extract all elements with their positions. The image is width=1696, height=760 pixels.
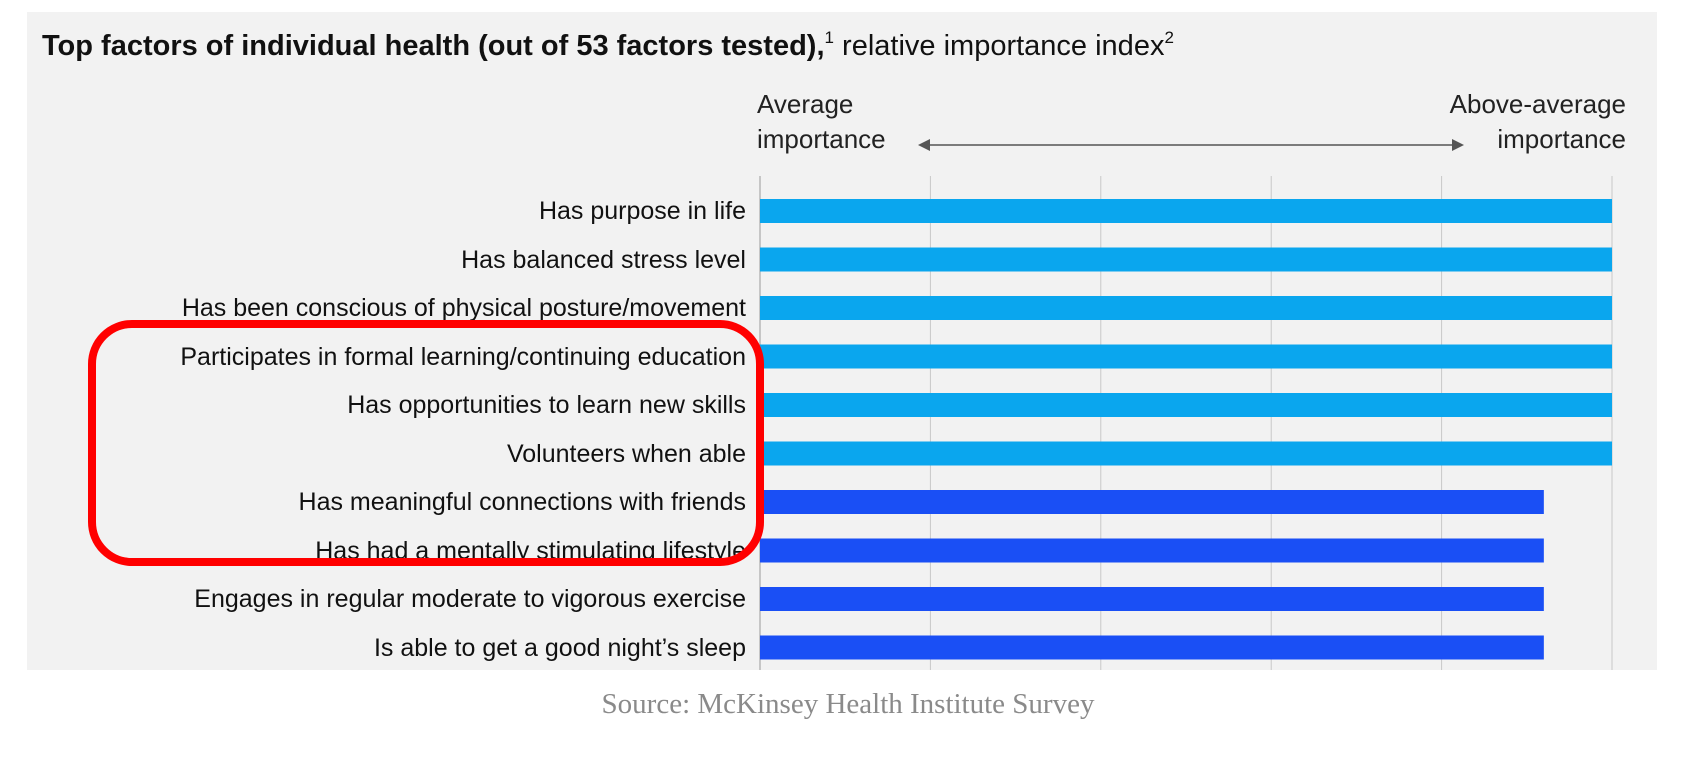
category-label: Is able to get a good night’s sleep [373,633,746,662]
scale-right-line1: Above-average [1449,89,1626,119]
chart-title: Top factors of individual health (out of… [42,28,1174,63]
bar [760,635,1544,660]
category-label: Engages in regular moderate to vigorous … [194,585,746,613]
source-note: Source: McKinsey Health Institute Survey [601,688,1095,720]
scale-left-line1: Average [757,89,854,119]
scale-label-average: Average importance [757,87,886,157]
category-label: Has meaningful connections with friends [298,488,746,516]
scale-label-above-average: Above-average importance [1450,87,1626,157]
bar [760,441,1612,466]
title-footnote-1: 1 [824,28,834,47]
highlight-box [88,320,764,566]
bars [760,199,1612,660]
bar [760,587,1544,611]
category-label: Participates in formal learning/continui… [180,342,746,371]
bar [760,393,1612,417]
bar [760,247,1612,272]
category-label: Has balanced stress level [461,245,746,274]
title-light: relative importance index [834,30,1165,62]
category-label: Has purpose in life [538,197,746,225]
bar [760,344,1612,369]
scale-arrow-icon [918,139,1464,151]
bar [760,296,1612,320]
category-label: Has been conscious of physical posture/m… [181,294,746,322]
bar [760,538,1544,563]
category-label: Volunteers when able [506,439,746,468]
bar [760,490,1544,514]
title-bold: Top factors of individual health (out of… [42,30,825,62]
bar [760,199,1612,223]
scale-right-line2: importance [1497,124,1626,154]
title-footnote-2: 2 [1164,28,1174,47]
category-label: Has opportunities to learn new skills [347,391,746,419]
scale-left-line2: importance [757,124,886,154]
